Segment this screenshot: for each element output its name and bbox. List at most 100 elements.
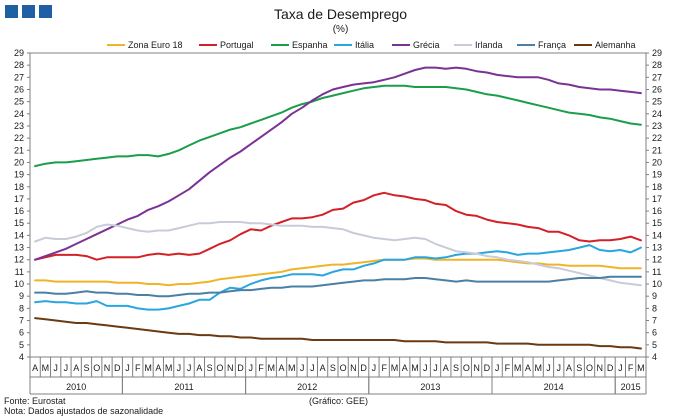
month-label: A	[155, 363, 161, 373]
legend-label-zona-euro-18: Zona Euro 18	[128, 40, 183, 50]
y-tick-label-right: 10	[652, 279, 662, 289]
y-tick-label-left: 26	[14, 84, 24, 94]
y-tick-label-left: 20	[14, 157, 24, 167]
year-label: 2010	[66, 382, 86, 392]
chart-title: Taxa de Desemprego	[273, 6, 408, 22]
y-tick-label-right: 17	[652, 194, 662, 204]
month-label: N	[104, 363, 111, 373]
month-label: O	[216, 363, 223, 373]
month-label: M	[144, 363, 152, 373]
y-tick-label-left: 16	[14, 206, 24, 216]
month-label: D	[484, 363, 491, 373]
y-tick-label-right: 29	[652, 48, 662, 58]
y-tick-label-left: 29	[14, 48, 24, 58]
y-tick-label-left: 17	[14, 194, 24, 204]
y-tick-label-left: 13	[14, 243, 24, 253]
month-label: J	[618, 363, 623, 373]
month-label: O	[586, 363, 593, 373]
month-label: S	[453, 363, 459, 373]
legend-label-portugal: Portugal	[220, 40, 254, 50]
y-tick-label-right: 23	[652, 121, 662, 131]
month-label: D	[360, 363, 367, 373]
month-label: N	[227, 363, 234, 373]
note-text: Nota: Dados ajustados de sazonalidade	[4, 406, 164, 416]
y-tick-label-right: 22	[652, 133, 662, 143]
month-label: S	[330, 363, 336, 373]
month-label: J	[433, 363, 438, 373]
y-tick-label-right: 16	[652, 206, 662, 216]
y-tick-label-left: 11	[15, 267, 24, 277]
series-line-portugal	[34, 191, 642, 261]
logo-block-2	[22, 5, 35, 18]
month-label: J	[177, 363, 182, 373]
year-label: 2015	[621, 382, 641, 392]
y-tick-label-left: 28	[14, 60, 24, 70]
month-label: A	[279, 363, 285, 373]
y-tick-label-right: 25	[652, 97, 662, 107]
month-label: J	[248, 363, 253, 373]
month-label: A	[32, 363, 38, 373]
y-tick-label-right: 12	[652, 255, 662, 265]
month-label: J	[125, 363, 130, 373]
y-tick-label-right: 27	[652, 72, 662, 82]
y-tick-label-left: 21	[14, 145, 24, 155]
y-tick-label-left: 23	[14, 121, 24, 131]
month-label: J	[53, 363, 58, 373]
y-tick-label-right: 11	[652, 267, 661, 277]
y-tick-label-right: 7	[652, 316, 657, 326]
legend-label-fran-a: França	[538, 40, 566, 50]
y-tick-label-right: 19	[652, 170, 662, 180]
source-text: Fonte: Eurostat	[4, 396, 66, 406]
month-label: J	[300, 363, 305, 373]
y-tick-label-right: 6	[652, 328, 657, 338]
y-tick-label-left: 22	[14, 133, 24, 143]
y-tick-label-left: 10	[14, 279, 24, 289]
year-label: 2011	[174, 382, 193, 392]
series-line-zona-euro-18	[34, 257, 642, 287]
month-label: S	[576, 363, 582, 373]
month-label: J	[310, 363, 315, 373]
month-label: M	[42, 363, 50, 373]
month-label: A	[196, 363, 202, 373]
month-label: J	[556, 363, 561, 373]
month-label: A	[443, 363, 449, 373]
month-label: N	[473, 363, 480, 373]
month-label: M	[411, 363, 419, 373]
y-tick-label-left: 9	[19, 291, 24, 301]
y-tick-label-right: 13	[652, 243, 662, 253]
logo-block-3	[39, 5, 52, 18]
legend-label-it-lia: Itália	[355, 40, 374, 50]
y-tick-label-right: 4	[652, 352, 657, 362]
month-label: A	[566, 363, 572, 373]
month-label: M	[288, 363, 296, 373]
month-label: O	[463, 363, 470, 373]
y-tick-label-left: 27	[14, 72, 24, 82]
month-label: J	[546, 363, 551, 373]
series-line-espanha	[34, 84, 642, 168]
legend-label-gr-cia: Grécia	[413, 40, 440, 50]
month-label: F	[135, 363, 141, 373]
month-label: F	[381, 363, 387, 373]
month-label: M	[637, 363, 645, 373]
month-label: O	[340, 363, 347, 373]
month-label: N	[350, 363, 357, 373]
y-tick-label-left: 14	[14, 230, 24, 240]
series-line-alemanha	[34, 317, 642, 350]
month-label: M	[534, 363, 542, 373]
month-label: S	[83, 363, 89, 373]
month-label: M	[165, 363, 173, 373]
y-tick-label-left: 8	[19, 303, 24, 313]
y-tick-label-right: 20	[652, 157, 662, 167]
month-label: D	[237, 363, 244, 373]
y-tick-label-left: 19	[14, 170, 24, 180]
y-tick-label-right: 26	[652, 84, 662, 94]
series-line-fran-a	[34, 275, 642, 298]
chart-unit: (%)	[332, 24, 349, 35]
y-tick-label-right: 15	[652, 218, 662, 228]
month-label: M	[391, 363, 399, 373]
series-line-it-lia	[34, 244, 642, 311]
legend-label-alemanha: Alemanha	[595, 40, 636, 50]
y-tick-label-right: 24	[652, 109, 662, 119]
y-tick-label-left: 24	[14, 109, 24, 119]
